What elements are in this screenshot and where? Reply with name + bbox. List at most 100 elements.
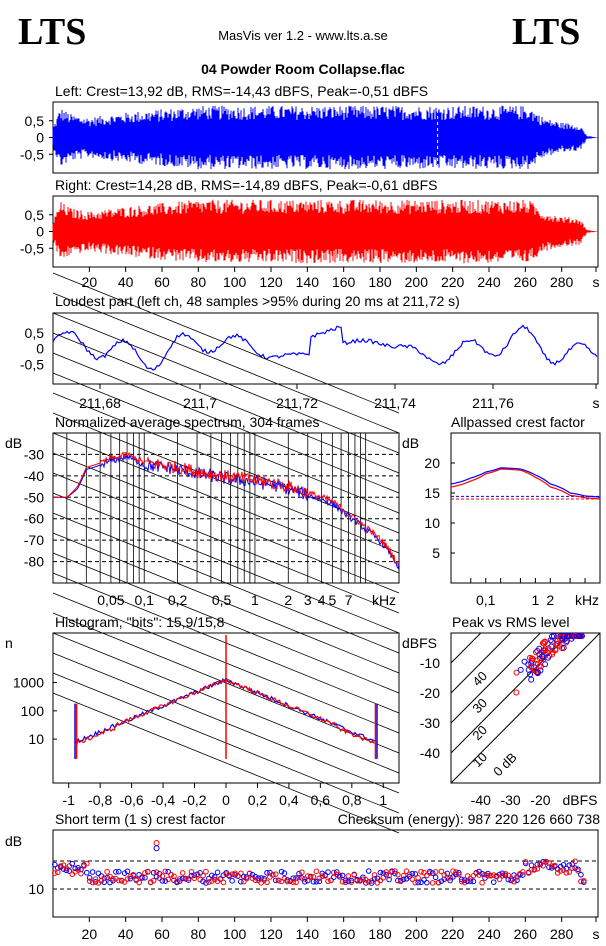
shortcrest-point [182, 876, 189, 882]
peakrms-point [547, 637, 554, 644]
histogram-xtick-label: 0,6 [311, 792, 331, 808]
shortcrest-point [130, 871, 137, 878]
right-xtick-label: 120 [259, 274, 283, 290]
shortcrest-point [447, 874, 453, 881]
loudest-title: Loudest part (left ch, 48 samples >95% d… [55, 293, 460, 309]
shortcrest-point [490, 879, 497, 885]
shortcrest-ylabel: dB [5, 833, 22, 849]
spectrum-xtick-label: 4 [318, 592, 326, 608]
peakrms-ytick-label: -40 [420, 745, 440, 761]
shortcrest-point [142, 870, 148, 876]
shortcrest-point [363, 880, 369, 886]
shortcrest-point [345, 878, 352, 885]
shortcrest-point [415, 875, 421, 881]
spectrum-xtick-label: kHz [372, 592, 396, 608]
shortcrest-point [531, 866, 538, 873]
shortcrest-outlier [153, 840, 160, 846]
shortcrest-point [479, 879, 485, 886]
spectrum-xtick-label: 0,5 [212, 592, 232, 608]
shortcrest-point [272, 871, 279, 877]
peakrms-point [560, 644, 567, 651]
shortcrest-xtick-label: s [593, 926, 600, 942]
shortcrest-point [392, 870, 398, 877]
shortcrest-point [467, 875, 474, 882]
shortcrest-point [467, 878, 474, 884]
shortcrest-point [490, 872, 497, 878]
shortcrest-point [264, 869, 270, 876]
shortcrest-point [519, 872, 526, 878]
peakrms-point [534, 669, 541, 676]
shortcrest-point [52, 861, 58, 868]
shortcrest-point [290, 875, 296, 881]
shortcrest-point [488, 873, 494, 879]
shortcrest-point [63, 867, 70, 874]
shortcrest-point [301, 876, 308, 882]
right-ytick-label: 0,5 [25, 207, 45, 223]
shortcrest-point [348, 879, 355, 885]
histogram-series-line [74, 676, 376, 744]
shortcrest-xtick-label: 140 [296, 926, 320, 942]
shortcrest-point [220, 879, 227, 886]
shortcrest-point [528, 867, 535, 873]
peakrms-point [550, 633, 557, 639]
spectrum-slope-line [52, 272, 400, 414]
shortcrest-point [386, 876, 392, 883]
spectrum-xtick-label: 0,05 [97, 592, 124, 608]
shortcrest-point [409, 876, 416, 882]
shortcrest-point [345, 873, 352, 879]
right-ytick-label: -0,5 [20, 240, 44, 256]
shortcrest-point [485, 872, 491, 879]
shortcrest-point [89, 869, 96, 875]
shortcrest-point [296, 870, 302, 877]
shortcrest-point [208, 872, 215, 879]
shortcrest-point [502, 870, 509, 877]
shortcrest-point [575, 866, 581, 873]
shortcrest-point [412, 871, 419, 877]
shortcrest-ytick-label: 10 [28, 881, 44, 897]
allpass-xtick-label: 0,1 [476, 592, 496, 608]
shortcrest-title: Short term (1 s) crest factor [55, 811, 226, 827]
shortcrest-point [139, 874, 145, 880]
shortcrest-point [310, 874, 317, 880]
shortcrest-point [360, 876, 366, 883]
shortcrest-point [426, 870, 433, 876]
spectrum-slope-line [52, 412, 400, 554]
loudest-waveform [52, 324, 598, 371]
histogram-series-line [76, 678, 375, 746]
left-ytick-label: 0 [36, 130, 44, 146]
shortcrest-point [383, 869, 389, 875]
shortcrest-point [86, 878, 93, 884]
app-title: MasVis ver 1.2 - www.lts.a.se [218, 28, 388, 43]
peakrms-point [517, 666, 524, 673]
shortcrest-point [328, 877, 334, 884]
shortcrest-point [581, 878, 587, 884]
shortcrest-point [348, 877, 355, 884]
shortcrest-point [104, 869, 110, 875]
shortcrest-point [304, 873, 311, 879]
spectrum-series-line [53, 451, 400, 566]
loudest-plot-frame [52, 312, 599, 385]
shortcrest-point [424, 879, 430, 886]
shortcrest-point [557, 868, 564, 874]
shortcrest-point [299, 869, 305, 876]
peakrms-diagonal-label: 20 [469, 722, 490, 743]
left-ytick-label: -0,5 [20, 146, 44, 162]
shortcrest-point [197, 870, 203, 876]
shortcrest-point [392, 868, 398, 874]
loudest-ytick-label: 0 [36, 341, 44, 357]
shortcrest-point [264, 879, 270, 886]
shortcrest-point [482, 871, 488, 878]
shortcrest-point [281, 875, 288, 882]
shortcrest-point [508, 876, 514, 882]
peakrms-point [513, 669, 520, 676]
shortcrest-point [72, 865, 78, 872]
shortcrest-point [83, 860, 90, 867]
shortcrest-point [383, 871, 389, 878]
shortcrest-point [252, 873, 259, 880]
shortcrest-point [86, 875, 93, 881]
spectrum-ytick-label: -70 [24, 532, 44, 548]
loudest-xtick-label: 211,72 [276, 395, 318, 411]
histogram-xtick-label: -0,8 [88, 792, 112, 808]
shortcrest-point [560, 861, 567, 868]
shortcrest-point [566, 869, 573, 875]
